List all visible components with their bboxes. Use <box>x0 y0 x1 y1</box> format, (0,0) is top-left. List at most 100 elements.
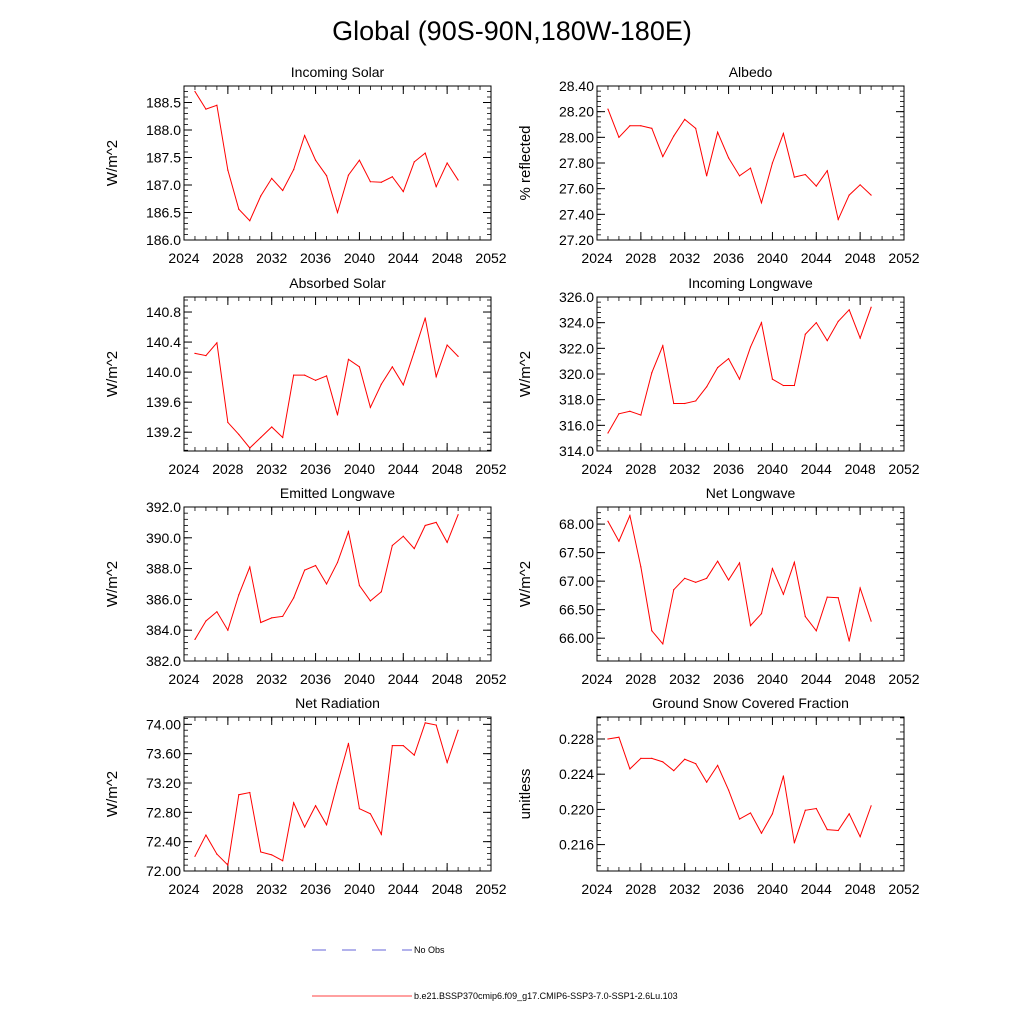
y-tick-label: 28.00 <box>559 129 594 145</box>
data-point <box>684 577 686 579</box>
data-point <box>760 202 763 204</box>
data-point <box>435 376 437 378</box>
data-point <box>314 564 317 567</box>
series-line-model <box>194 91 459 222</box>
data-point <box>402 745 404 747</box>
data-point <box>662 345 664 347</box>
data-point <box>859 587 861 589</box>
data-point <box>402 191 404 193</box>
x-tick-label: 2044 <box>801 671 832 687</box>
y-tick-label: 67.50 <box>559 545 594 561</box>
data-point <box>782 132 784 135</box>
data-point <box>717 131 719 133</box>
x-tick-label: 2028 <box>212 250 243 266</box>
y-tick-label: 27.60 <box>559 181 594 197</box>
x-tick-label: 2024 <box>168 250 199 266</box>
legend-model-label: b.e21.BSSP370cmip6.f09_g17.CMIP6-SSP3-7.… <box>414 991 678 1001</box>
x-tick-label: 2036 <box>300 881 331 897</box>
data-point <box>271 426 273 428</box>
data-point <box>314 159 317 161</box>
series-line-model <box>607 736 872 843</box>
data-point <box>271 854 273 856</box>
data-point <box>271 177 273 179</box>
data-point <box>782 775 784 777</box>
data-point <box>260 621 262 624</box>
data-point <box>391 544 393 547</box>
data-point <box>706 781 708 783</box>
data-point <box>336 782 339 784</box>
data-point <box>435 521 437 524</box>
data-point <box>607 108 609 110</box>
x-tick-label: 2036 <box>713 461 744 477</box>
data-point <box>249 791 251 794</box>
y-tick-label: 382.0 <box>146 653 181 669</box>
data-point <box>216 104 218 106</box>
x-tick-label: 2040 <box>344 250 375 266</box>
data-point <box>194 352 196 354</box>
data-point <box>369 600 371 602</box>
y-axis-label: W/m^2 <box>104 351 121 397</box>
data-point <box>760 322 763 324</box>
x-tick-label: 2044 <box>801 250 832 266</box>
data-point <box>249 447 251 449</box>
x-tick-label: 2048 <box>432 461 463 477</box>
data-point <box>227 169 229 171</box>
data-point <box>771 162 774 164</box>
y-tick-label: 386.0 <box>146 591 181 607</box>
data-point <box>804 615 806 618</box>
x-tick-label: 2052 <box>475 461 506 477</box>
data-point <box>837 218 839 221</box>
y-tick-label: 27.80 <box>559 155 594 171</box>
legend-model: b.e21.BSSP370cmip6.f09_g17.CMIP6-SSP3-7.… <box>312 991 678 1001</box>
data-point <box>347 531 350 533</box>
x-tick-label: 2048 <box>845 461 876 477</box>
x-tick-label: 2032 <box>256 671 287 687</box>
data-point <box>848 194 850 196</box>
data-point <box>358 159 361 161</box>
data-point <box>804 809 806 811</box>
chart-title: Net Longwave <box>706 485 796 501</box>
data-point <box>413 547 415 550</box>
data-point <box>662 643 664 645</box>
data-point <box>859 836 861 838</box>
data-point <box>282 615 284 617</box>
data-point <box>782 384 784 387</box>
y-tick-label: 187.0 <box>146 177 181 193</box>
x-tick-label: 2028 <box>212 461 243 477</box>
data-point <box>227 629 229 631</box>
y-tick-label: 72.80 <box>146 804 181 820</box>
data-point <box>738 378 741 380</box>
data-point <box>446 541 448 544</box>
data-point <box>216 853 218 855</box>
data-point <box>282 860 284 862</box>
data-point <box>749 812 752 814</box>
chart-title: Albedo <box>729 64 773 80</box>
data-point <box>662 155 664 158</box>
data-point <box>662 761 664 763</box>
plot-frame <box>183 506 492 662</box>
data-point <box>684 402 686 405</box>
y-tick-label: 186.5 <box>146 205 181 221</box>
x-tick-label: 2040 <box>757 250 788 266</box>
y-tick-label: 324.0 <box>559 315 594 331</box>
data-point <box>804 333 806 335</box>
chart-panel-7: Net Radiation 72.00 72.40 72.80 73.20 73.60 74… <box>104 695 507 897</box>
data-point <box>640 757 642 759</box>
data-point <box>413 754 415 756</box>
data-point <box>760 613 763 615</box>
chart-panel-5: Emitted Longwave 382.0 384.0 386.0 388.0 390.… <box>104 485 507 687</box>
data-point <box>640 125 642 127</box>
legend-obs: No Obs <box>312 945 445 955</box>
plot-frame <box>183 85 492 241</box>
series-line-model <box>607 513 872 646</box>
data-point <box>249 566 251 568</box>
data-point <box>194 638 196 641</box>
data-point <box>837 597 839 599</box>
x-tick-label: 2040 <box>757 461 788 477</box>
data-point <box>424 524 426 527</box>
data-point <box>651 372 653 374</box>
data-point <box>607 520 609 522</box>
x-tick-label: 2036 <box>713 881 744 897</box>
data-point <box>391 366 393 368</box>
x-tick-label: 2032 <box>256 461 287 477</box>
